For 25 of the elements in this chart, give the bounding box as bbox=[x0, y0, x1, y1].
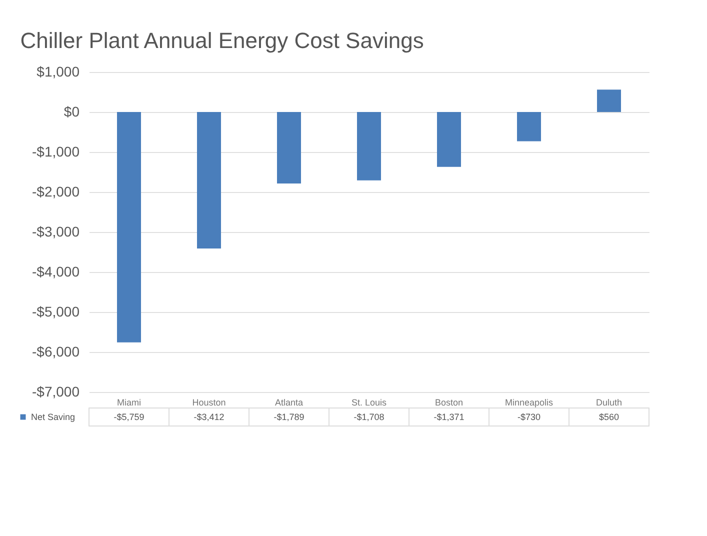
y-tick-label: $1,000 bbox=[36, 64, 80, 80]
data-label: -$1,708 bbox=[354, 412, 384, 422]
data-label: -$1,371 bbox=[434, 412, 464, 422]
data-label: -$730 bbox=[517, 412, 541, 422]
y-tick-label: -$6,000 bbox=[32, 344, 80, 360]
x-tick-label: St. Louis bbox=[351, 398, 388, 408]
x-tick-label: Atlanta bbox=[274, 398, 304, 408]
x-tick-label: Houston bbox=[192, 398, 226, 408]
x-tick-label: Duluth bbox=[596, 398, 622, 408]
data-label: -$5,759 bbox=[114, 412, 144, 422]
x-tick-label: Miami bbox=[117, 398, 141, 408]
y-tick-label: -$5,000 bbox=[32, 304, 80, 320]
x-tick-label: Boston bbox=[434, 398, 464, 408]
data-label: -$1,789 bbox=[274, 412, 304, 422]
x-tick-label: Minneapolis bbox=[504, 398, 554, 408]
y-tick-label: -$1,000 bbox=[32, 144, 80, 160]
y-tick-label: -$2,000 bbox=[32, 184, 80, 200]
data-label: -$3,412 bbox=[194, 412, 224, 422]
legend-label: Net Saving bbox=[31, 412, 76, 422]
data-label: $560 bbox=[598, 412, 620, 422]
y-tick-label: -$3,000 bbox=[32, 224, 80, 240]
chart-title: Chiller Plant Annual Energy Cost Savings bbox=[20, 28, 424, 53]
y-tick-label: -$7,000 bbox=[32, 384, 80, 400]
y-tick-label: $0 bbox=[64, 104, 80, 120]
y-tick-label: -$4,000 bbox=[32, 264, 80, 280]
